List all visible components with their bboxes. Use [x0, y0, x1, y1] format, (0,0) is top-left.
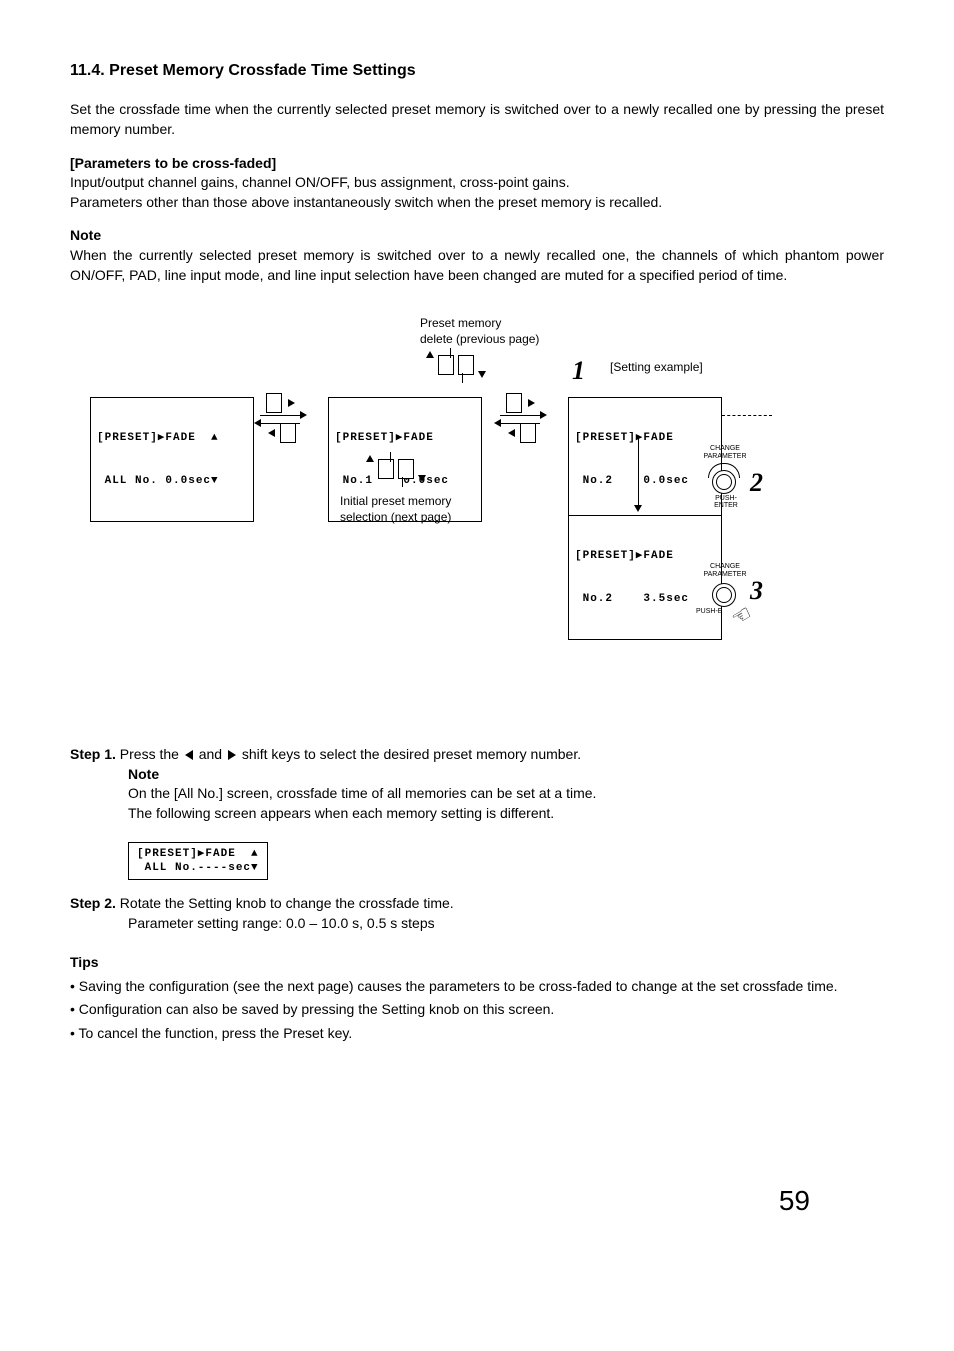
step-2-label: 2 [750, 465, 763, 501]
left-key [506, 393, 522, 413]
down-arrow-icon [418, 475, 426, 482]
knob2-param-label: PARAMETER [695, 453, 755, 460]
caption-initial-l1: Initial preset memory [340, 493, 451, 510]
left-arrow-icon [268, 429, 275, 437]
step-1-text-c: shift keys to select the desired preset … [238, 746, 581, 762]
dashed-line [722, 415, 772, 416]
up-arrow-icon [426, 351, 434, 358]
step-1-note-head: Note [128, 765, 884, 785]
parameters-line1: Input/output channel gains, channel ON/O… [70, 173, 884, 193]
intro-paragraph: Set the crossfade time when the currentl… [70, 100, 884, 139]
step-2-l2: Parameter setting range: 0.0 – 10.0 s, 0… [128, 914, 884, 934]
line [260, 415, 300, 416]
note-heading: Note [70, 226, 884, 246]
down-key [398, 459, 414, 479]
tip-item: Saving the configuration (see the next p… [70, 977, 884, 997]
line [390, 452, 391, 462]
step-3-label: 3 [750, 573, 763, 609]
right-arrow-icon [300, 411, 307, 419]
knob3-push-label: PUSH-E [696, 608, 722, 615]
note-body: When the currently selected preset memor… [70, 246, 884, 285]
down-arrow-icon [478, 371, 486, 378]
caption-delete-prev: delete (previous page) [420, 331, 539, 348]
left-arrow-icon [185, 750, 193, 760]
up-key [438, 355, 454, 375]
parameters-heading: [Parameters to be cross-faded] [70, 154, 884, 174]
lcd-no2-l2: No.2 0.0sec [575, 474, 715, 488]
lcd-step1-l1: [PRESET]▶FADE ▲ [137, 847, 259, 861]
left-arrow-icon [254, 419, 261, 427]
line [638, 437, 639, 507]
knob2-change-label: CHANGE [700, 445, 750, 452]
line [462, 373, 463, 383]
step-1-note-l1: On the [All No.] screen, crossfade time … [128, 784, 884, 804]
section-title: 11.4. Preset Memory Crossfade Time Setti… [70, 60, 884, 82]
tips-heading: Tips [70, 953, 884, 973]
up-key [378, 459, 394, 479]
tip-item: Configuration can also be saved by press… [70, 1000, 884, 1020]
lcd-no2-l1: [PRESET]▶FADE [575, 431, 715, 445]
step-2-block: Step 2. Rotate the Setting knob to chang… [70, 894, 884, 933]
right-arrow-icon [528, 399, 535, 407]
line [402, 477, 403, 487]
down-key [458, 355, 474, 375]
lcd-step1-l2: ALL No.----sec▼ [137, 861, 259, 875]
tip-item: To cancel the function, press the Preset… [70, 1024, 884, 1044]
setting-example-label: [Setting example] [610, 359, 703, 376]
caption-initial-l2: selection (next page) [340, 509, 451, 526]
knob2-push-label: PUSH-ENTER [704, 495, 748, 509]
down-arrow-icon [634, 505, 642, 512]
left-key [266, 393, 282, 413]
step-1-text-b: and [195, 746, 226, 762]
lcd-all-l2: ALL No. 0.0sec▼ [97, 474, 247, 488]
tips-list: Saving the configuration (see the next p… [70, 977, 884, 1044]
right-arrow-icon [540, 411, 547, 419]
left-arrow-icon [508, 429, 515, 437]
lcd-step1: [PRESET]▶FADE ▲ ALL No.----sec▼ [128, 842, 268, 881]
step-1-head: Step 1. [70, 746, 116, 762]
caption-preset-memory: Preset memory [420, 315, 501, 332]
line [450, 348, 451, 358]
step-1-label: 1 [572, 353, 585, 389]
note-block: Note When the currently selected preset … [70, 226, 884, 285]
lcd-no2b-l1: [PRESET]▶FADE [575, 549, 715, 563]
step-1-text-a: Press the [120, 746, 183, 762]
knob3-param-label: PARAMETER [695, 571, 755, 578]
step-1-note-l2: The following screen appears when each m… [128, 804, 884, 824]
flow-diagram: Preset memory delete (previous page) 1 [… [90, 315, 890, 715]
line [500, 415, 540, 416]
right-key [280, 423, 296, 443]
lcd-no1-l1: [PRESET]▶FADE [335, 431, 475, 445]
right-arrow-icon [228, 750, 236, 760]
parameters-line2: Parameters other than those above instan… [70, 193, 884, 213]
step-2-l1: Rotate the Setting knob to change the cr… [120, 895, 454, 911]
lcd-no2b-l2: No.2 3.5sec [575, 592, 715, 606]
step-1-block: Step 1. Press the and shift keys to sele… [70, 745, 884, 823]
step-2-head: Step 2. [70, 895, 116, 911]
lcd-all-l1: [PRESET]▶FADE ▲ [97, 431, 247, 445]
right-key [520, 423, 536, 443]
page-number: 59 [779, 1181, 810, 1220]
setting-knob-icon [712, 470, 736, 494]
parameters-block: [Parameters to be cross-faded] Input/out… [70, 154, 884, 213]
lcd-all: [PRESET]▶FADE ▲ ALL No. 0.0sec▼ [90, 397, 254, 521]
left-arrow-icon [494, 419, 501, 427]
right-arrow-icon [288, 399, 295, 407]
knob3-change-label: CHANGE [700, 563, 750, 570]
up-arrow-icon [366, 455, 374, 462]
